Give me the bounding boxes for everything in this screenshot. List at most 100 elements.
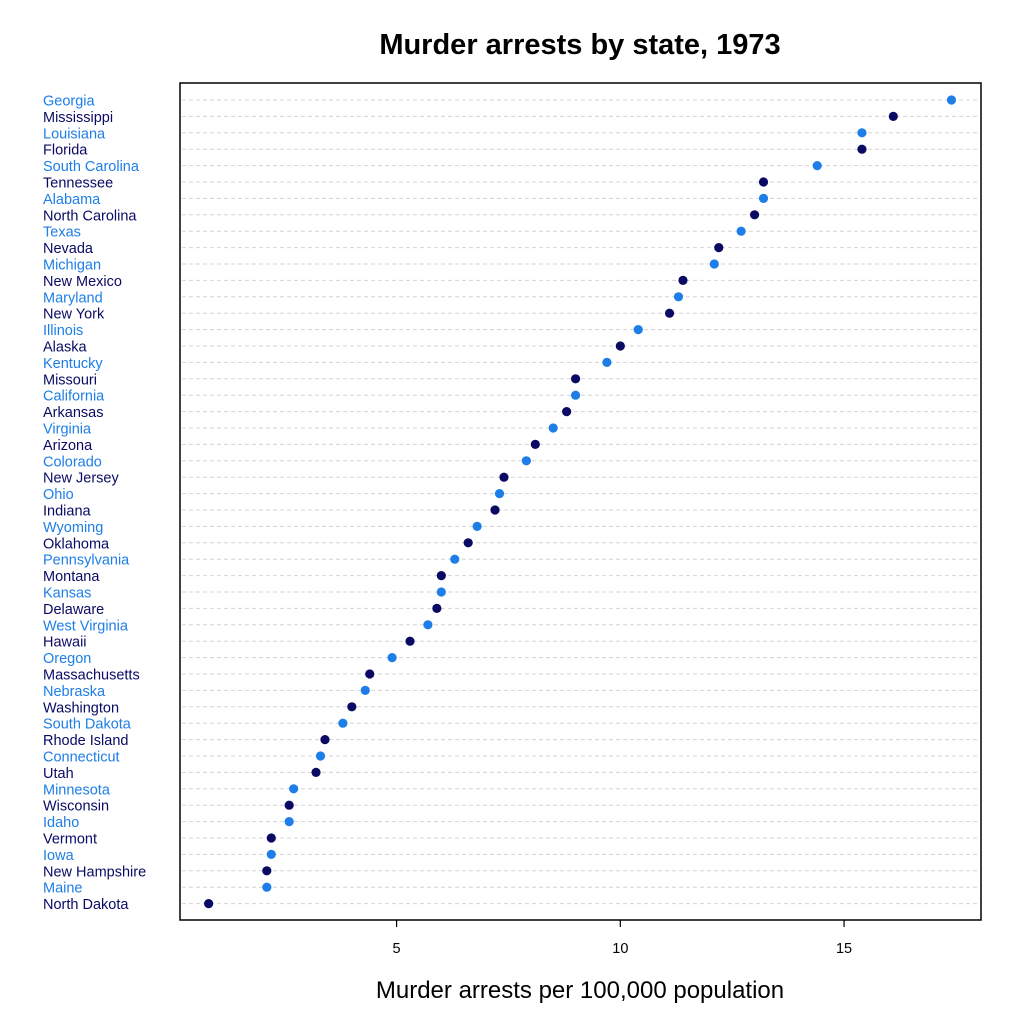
data-point xyxy=(472,521,482,532)
data-points xyxy=(204,95,957,909)
state-label: Montana xyxy=(43,569,100,585)
state-label: Wyoming xyxy=(43,520,103,536)
x-tick-label: 5 xyxy=(393,941,401,957)
state-label: New Mexico xyxy=(43,274,122,290)
data-point xyxy=(615,341,625,351)
state-label: Mississippi xyxy=(43,110,113,126)
data-point xyxy=(432,603,442,614)
data-point xyxy=(262,866,272,876)
data-point xyxy=(758,177,769,187)
data-point xyxy=(758,193,769,203)
data-point xyxy=(562,407,572,417)
state-label: Vermont xyxy=(43,832,97,848)
state-label: Illinois xyxy=(43,323,83,339)
data-point xyxy=(812,161,822,171)
state-label: Nebraska xyxy=(43,684,106,700)
state-label: Nevada xyxy=(43,241,94,257)
data-point xyxy=(266,833,276,843)
state-label: Alaska xyxy=(43,340,87,356)
grid-lines xyxy=(182,99,979,905)
data-point xyxy=(387,653,397,663)
data-point xyxy=(284,817,294,827)
x-axis-label: Murder arrests per 100,000 population xyxy=(376,977,784,1004)
state-label: Maryland xyxy=(43,290,103,306)
state-label: Ohio xyxy=(43,487,74,503)
state-label: Maine xyxy=(43,881,83,897)
data-point xyxy=(436,571,446,581)
state-label: Colorado xyxy=(43,454,102,470)
state-label: Hawaii xyxy=(43,635,87,651)
data-point xyxy=(284,800,294,810)
data-point xyxy=(204,899,214,909)
state-label: Washington xyxy=(43,700,119,716)
data-point xyxy=(365,669,375,679)
state-label: Missouri xyxy=(43,372,97,388)
data-point xyxy=(888,111,898,121)
state-label: Connecticut xyxy=(43,750,120,766)
state-label: Arkansas xyxy=(43,405,103,421)
state-label: Rhode Island xyxy=(43,733,128,749)
state-label: Oregon xyxy=(43,651,91,667)
state-label: Wisconsin xyxy=(43,799,109,815)
x-axis-ticks: 5 10 15 xyxy=(393,920,852,957)
data-point xyxy=(736,226,746,236)
x-tick-label: 15 xyxy=(836,941,852,957)
data-point xyxy=(499,472,509,482)
data-point xyxy=(570,390,581,400)
state-label: Florida xyxy=(43,143,88,159)
state-label: North Carolina xyxy=(43,208,137,224)
data-point xyxy=(857,144,867,154)
data-point xyxy=(709,259,719,269)
state-label: New York xyxy=(43,307,105,323)
data-point xyxy=(749,210,760,220)
data-point xyxy=(262,882,272,892)
data-point xyxy=(289,784,299,794)
data-point xyxy=(463,538,473,548)
data-point xyxy=(360,685,370,696)
state-label: New Jersey xyxy=(43,471,119,487)
data-point xyxy=(266,849,276,860)
state-label: Louisiana xyxy=(43,126,106,142)
state-labels: GeorgiaMississippiLouisianaFloridaSouth … xyxy=(43,94,146,914)
data-point xyxy=(946,95,957,105)
data-point xyxy=(602,357,612,367)
data-point xyxy=(548,423,558,433)
state-label: Michigan xyxy=(43,258,101,274)
data-point xyxy=(664,308,675,318)
state-label: Kentucky xyxy=(43,356,103,372)
data-point xyxy=(494,489,505,499)
state-label: South Carolina xyxy=(43,159,140,175)
state-label: Utah xyxy=(43,766,74,782)
data-point xyxy=(521,456,531,466)
state-label: Indiana xyxy=(43,504,92,520)
state-label: Minnesota xyxy=(43,782,111,798)
state-label: Delaware xyxy=(43,602,104,618)
state-label: Tennessee xyxy=(43,176,113,192)
state-label: New Hampshire xyxy=(43,864,146,880)
state-label: Virginia xyxy=(43,422,92,438)
data-point xyxy=(678,275,688,285)
state-label: Pennsylvania xyxy=(43,553,130,569)
plot-frame xyxy=(179,82,982,921)
data-point xyxy=(436,587,446,597)
data-point xyxy=(714,243,724,253)
data-point xyxy=(633,325,643,335)
state-label: Georgia xyxy=(43,94,96,110)
chart-title: Murder arrests by state, 1973 xyxy=(379,29,780,61)
state-label: Alabama xyxy=(43,192,101,208)
state-label: North Dakota xyxy=(43,897,129,913)
state-label: California xyxy=(43,389,105,405)
data-point xyxy=(315,751,326,761)
state-label: Idaho xyxy=(43,815,79,831)
state-label: Texas xyxy=(43,225,81,241)
state-label: Kansas xyxy=(43,586,91,602)
data-point xyxy=(490,505,500,515)
data-point xyxy=(311,767,321,778)
data-point xyxy=(857,128,867,138)
data-point xyxy=(423,620,433,630)
data-point xyxy=(338,718,348,728)
x-tick-label: 10 xyxy=(612,941,628,957)
data-point xyxy=(570,374,581,384)
state-label: Iowa xyxy=(43,848,75,864)
